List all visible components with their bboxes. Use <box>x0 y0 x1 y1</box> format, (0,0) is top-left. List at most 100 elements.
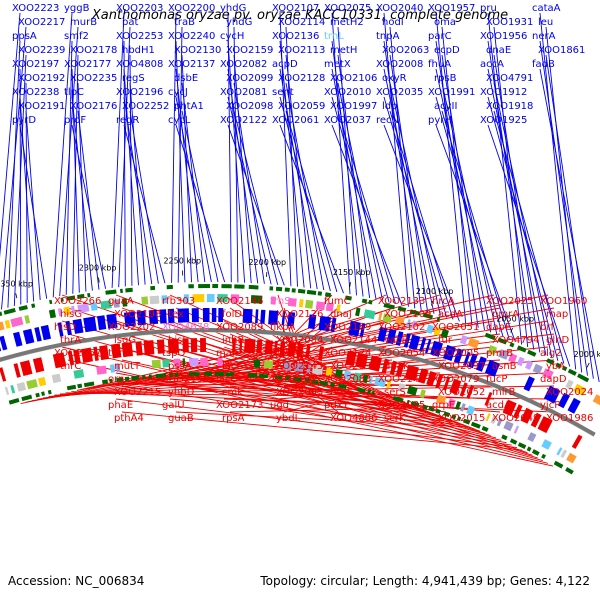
gene-leader-line <box>285 54 312 289</box>
gene-label: nodI <box>382 17 404 28</box>
gene-leader-line <box>233 82 265 284</box>
forward-gene-block <box>148 309 159 325</box>
reverse-gene-block <box>325 367 333 377</box>
reverse-gene-block <box>151 359 161 369</box>
forward-gene-block <box>105 289 117 295</box>
gene-label: XOO1991 <box>428 87 475 98</box>
gene-label: XOO2238 <box>12 87 59 98</box>
forward-gene-block <box>65 320 72 336</box>
reverse-gene-block <box>239 338 243 353</box>
reverse-gene-block <box>318 346 324 361</box>
forward-gene-block <box>57 308 63 317</box>
reverse-gene-block <box>173 358 181 367</box>
gene-label: pmrB <box>486 348 513 359</box>
gene-label: XOO1918 <box>486 101 533 112</box>
forward-gene-block <box>113 299 120 308</box>
gene-label: XOO2266 <box>54 296 101 307</box>
gene-leader-line <box>227 12 232 283</box>
gene-label: XOO2159 <box>226 45 273 56</box>
gene-label: XOO2196 <box>116 87 163 98</box>
gene-tracks <box>0 284 600 475</box>
gene-leader-line <box>493 26 529 348</box>
gene-label: XOO2169 <box>324 322 371 333</box>
reverse-gene-block <box>256 339 263 354</box>
reverse-gene-block <box>566 452 577 464</box>
gene-leader-line <box>67 333 543 462</box>
gene-leader-line <box>285 110 338 293</box>
forward-gene-block <box>40 324 51 341</box>
gene-label: XOO2083 <box>324 374 371 385</box>
gene-label: folD <box>222 309 242 320</box>
forward-gene-block <box>255 309 259 324</box>
forward-gene-block <box>0 311 3 317</box>
gene-label: XOO2010 <box>324 87 371 98</box>
gene-label: XOO2124 <box>324 348 371 359</box>
reverse-gene-block <box>148 374 152 379</box>
gene-label: XOO2024 <box>546 387 593 398</box>
gene-leader-line <box>487 12 523 345</box>
forward-gene-block <box>359 323 366 338</box>
gene-label: XOO2061 <box>272 115 319 126</box>
gene-leader-line <box>223 398 410 407</box>
gene-label: isgG <box>114 335 136 346</box>
reverse-gene-block <box>52 352 67 369</box>
forward-gene-block <box>543 385 561 404</box>
reverse-gene-block <box>334 369 343 378</box>
gene-label: parC <box>428 31 452 42</box>
reverse-gene-block <box>169 373 173 378</box>
reverse-gene-block <box>143 340 155 355</box>
gene-leader-line <box>19 96 35 302</box>
gene-label: cycJ <box>168 87 188 98</box>
forward-gene-block <box>423 312 434 320</box>
gene-label: XOO2128 <box>278 73 325 84</box>
gene-label: hrcA <box>432 296 455 307</box>
gene-label: glnD <box>546 335 569 346</box>
gene-leader-line <box>331 40 364 297</box>
gene-leader-line <box>169 294 421 411</box>
forward-gene-block <box>0 335 8 351</box>
reverse-gene-block <box>200 358 208 367</box>
gene-leader-line <box>227 96 272 285</box>
gene-leader-line <box>67 359 554 467</box>
reverse-gene-block <box>449 378 462 395</box>
forward-gene-block <box>230 294 240 303</box>
reverse-gene-block <box>190 338 198 353</box>
reverse-gene-block <box>501 434 508 441</box>
forward-gene-block <box>382 313 393 323</box>
forward-gene-block <box>268 310 279 325</box>
gene-label: XOO2005 <box>432 348 479 359</box>
gene-leader-line <box>279 40 305 288</box>
forward-gene-block <box>443 344 456 361</box>
gene-label: XOO2126 <box>276 309 323 320</box>
reverse-gene-block <box>225 372 235 377</box>
forward-gene-block <box>561 365 568 372</box>
forward-gene-block <box>250 295 263 304</box>
gene-label: oxyR <box>382 73 407 84</box>
forward-gene-block <box>463 351 471 366</box>
reverse-gene-block <box>304 378 310 383</box>
reverse-gene-block <box>294 363 304 372</box>
reverse-gene-block <box>0 367 7 382</box>
gene-leader-line <box>123 124 166 284</box>
gene-label: XOO2137 <box>168 59 215 70</box>
gene-label: pmrA <box>492 309 519 320</box>
reverse-gene-block <box>460 403 466 412</box>
gene-label: XOO2089 <box>216 322 263 333</box>
forward-gene-block <box>281 311 286 326</box>
gene-leader-line <box>19 68 22 305</box>
gene-leader-line <box>487 124 571 367</box>
reverse-gene-block <box>293 376 302 382</box>
gene-label: XOO2094 <box>330 361 377 372</box>
gene-label: metH2 <box>330 17 364 28</box>
gene-label: XOO1956 <box>480 31 527 42</box>
gene-leader-line <box>123 68 139 286</box>
gene-label: XOO2109 <box>384 309 431 320</box>
forward-gene-block <box>136 310 146 326</box>
gene-label: murB <box>70 17 97 28</box>
forward-gene-block <box>72 318 84 334</box>
forward-gene-block <box>573 383 587 396</box>
forward-gene-block <box>141 296 149 305</box>
forward-gene-block <box>269 286 274 291</box>
gene-leader-line <box>331 124 403 306</box>
